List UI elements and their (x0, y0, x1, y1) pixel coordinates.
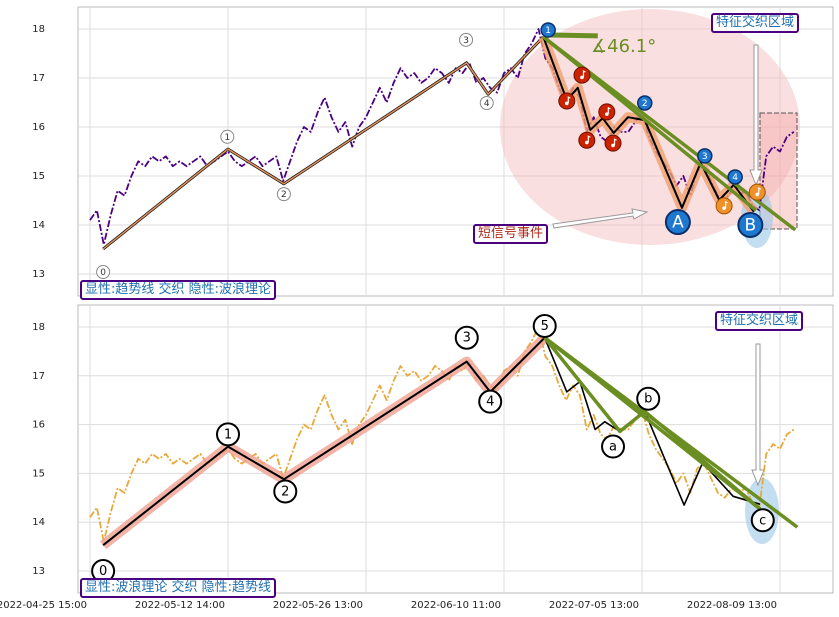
note-icon (567, 96, 571, 104)
wave-marker (273, 479, 298, 504)
wave-marker (598, 103, 616, 121)
trend-line (543, 336, 762, 511)
marker-label: 2 (281, 190, 287, 200)
marker-label: 3 (702, 152, 708, 162)
wave-marker (220, 129, 235, 144)
marker-label: 1 (224, 133, 230, 143)
y-tick-label: 14 (32, 517, 45, 528)
marker-label: b (644, 392, 652, 407)
grid (78, 7, 833, 593)
annotation: 显性:波浪理论 交织 隐性:趋势线 (80, 578, 277, 598)
annotation: 特征交织区域 (715, 311, 804, 331)
wave-marker (750, 508, 775, 533)
wave-line (102, 36, 544, 250)
x-tick-label: 2022-04-25 15:00 (0, 600, 87, 611)
note-icon (580, 75, 584, 80)
y-tick-label: 17 (32, 371, 45, 382)
marker-label: 3 (463, 36, 469, 46)
wave-marker (478, 389, 503, 414)
y-tick-label: 13 (32, 566, 45, 577)
wave-marker (276, 187, 291, 202)
marker-label: 4 (486, 395, 494, 410)
y-tick-label: 13 (32, 269, 45, 280)
note-icon (607, 106, 611, 114)
wave-marker (737, 211, 764, 238)
y-tick-label: 14 (32, 220, 45, 231)
marker-label: 1 (545, 26, 551, 36)
marker-label: a (609, 440, 617, 455)
marker-label: c (759, 513, 766, 528)
y-tick-label: 15 (32, 171, 45, 182)
note-icon (758, 187, 762, 195)
wave-marker (459, 32, 474, 47)
x-tick-label: 2022-05-26 13:00 (273, 600, 363, 611)
note-icon (564, 101, 569, 106)
x-tick-label: 2022-08-09 13:00 (687, 600, 777, 611)
wave-marker (540, 22, 556, 38)
y-tick-label: 18 (32, 24, 45, 35)
wave-marker (216, 422, 241, 447)
x-tick-label: 2022-07-05 13:00 (549, 600, 639, 611)
wave-marker (715, 197, 733, 215)
note-icon (725, 200, 728, 208)
price-line (89, 326, 795, 543)
annotation: 短信号事件 (473, 224, 549, 244)
note-icon (613, 138, 617, 146)
y-tick-label: 16 (32, 420, 45, 431)
wave-marker (454, 325, 479, 350)
arrow (749, 44, 763, 187)
note-icon (585, 140, 589, 145)
marker-label: 3 (463, 331, 471, 346)
wave-marker (558, 92, 576, 110)
marker-label: 0 (99, 564, 107, 579)
note-icon (587, 135, 591, 143)
y-tick-label: 16 (32, 122, 45, 133)
marker-label: 5 (541, 319, 549, 334)
wave-marker (601, 434, 626, 459)
arrow (552, 208, 649, 229)
wave-marker (748, 183, 766, 201)
y-tick-label: 17 (32, 73, 45, 84)
marker-label: 4 (732, 173, 738, 183)
angle-label: ∡46.1° (591, 36, 657, 57)
note-icon (582, 70, 586, 78)
wave-marker (96, 264, 111, 279)
wave-marker (697, 148, 713, 164)
marker-label: A (672, 213, 684, 233)
marker-label: 2 (281, 484, 289, 499)
y-tick-label: 15 (32, 468, 45, 479)
wave-line (102, 336, 546, 546)
note-icon (605, 112, 609, 116)
marker-label: 2 (642, 99, 648, 109)
wave-marker (636, 386, 661, 411)
note-icon (722, 206, 726, 210)
wave-marker (604, 134, 622, 152)
wave-marker (578, 131, 596, 149)
x-tick-label: 2022-06-10 11:00 (411, 600, 501, 611)
data-layer: 0 1 2 3 4 1 2 3 4 A B 0 1 2 3 4 5 a b c (89, 22, 799, 584)
wave-marker (664, 209, 691, 236)
x-tick-label: 2022-05-12 14:00 (135, 600, 225, 611)
annotation: 特征交织区域 (711, 13, 800, 33)
wave-marker (637, 95, 653, 111)
marker-label: B (745, 215, 757, 235)
trend-line (542, 35, 758, 212)
plot-area-bottom (77, 304, 834, 594)
marker-label: 1 (224, 427, 232, 442)
annotation: 显性:趋势线 交织 隐性:波浪理论 (80, 280, 277, 300)
marker-label: 4 (484, 99, 490, 109)
y-tick-label: 18 (32, 322, 45, 333)
arrow (751, 343, 765, 487)
note-icon (611, 143, 615, 148)
note-icon (755, 192, 760, 197)
marker-label: 0 (100, 268, 106, 278)
wave-marker (727, 169, 743, 185)
wave-marker (479, 96, 494, 111)
wave-marker (573, 66, 591, 84)
wave-marker (532, 313, 557, 338)
